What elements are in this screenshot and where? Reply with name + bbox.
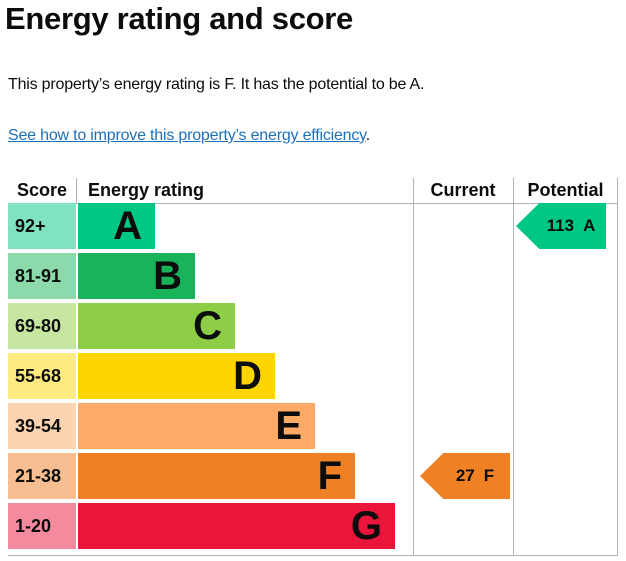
- current-rating-arrow: 27 F: [420, 453, 510, 499]
- potential-rating-arrow: 113 A: [516, 203, 606, 249]
- potential-band-letter: A: [583, 216, 596, 235]
- chart-bottom-border: [8, 555, 618, 556]
- score-range-cell: 21-38: [8, 453, 76, 499]
- improve-efficiency-link[interactable]: See how to improve this property’s energ…: [8, 127, 366, 144]
- current-column-header: Current: [430, 180, 496, 200]
- rating-band-bar: B: [78, 253, 195, 299]
- header-underline: [8, 203, 618, 204]
- rating-band-bar: G: [78, 503, 395, 549]
- rating-band-bar: E: [78, 403, 315, 449]
- rating-summary-text: This property’s energy rating is F. It h…: [8, 76, 425, 93]
- score-range-cell: 39-54: [8, 403, 76, 449]
- rating-band-bar: C: [78, 303, 235, 349]
- potential-score-value: 113: [546, 216, 575, 235]
- rating-band-rows: 92+ A 81-91 B 69-80 C 55-68 D 39-54 E 21…: [8, 203, 413, 553]
- energy-rating-chart: Score Energy rating Current Potential 92…: [8, 178, 618, 558]
- potential-column-divider: [513, 178, 514, 556]
- score-column-divider: [76, 178, 77, 203]
- band-letter: D: [233, 354, 262, 398]
- score-range-cell: 92+: [8, 203, 76, 249]
- band-letter: E: [275, 404, 302, 448]
- current-column-divider: [413, 178, 414, 556]
- rating-row-a: 92+ A: [8, 203, 413, 253]
- current-score-value: 27: [455, 466, 475, 485]
- chart-right-border: [617, 178, 618, 556]
- score-range-cell: 55-68: [8, 353, 76, 399]
- score-range-cell: 69-80: [8, 303, 76, 349]
- score-range-cell: 1-20: [8, 503, 76, 549]
- potential-column-header: Potential: [527, 180, 604, 200]
- link-suffix: .: [365, 127, 371, 144]
- rating-row-e: 39-54 E: [8, 403, 413, 453]
- rating-band-bar: D: [78, 353, 275, 399]
- score-column-header: Score: [16, 180, 68, 200]
- current-band-letter: F: [483, 466, 495, 485]
- rating-row-c: 69-80 C: [8, 303, 413, 353]
- rating-band-bar: A: [78, 203, 155, 249]
- rating-row-d: 55-68 D: [8, 353, 413, 403]
- band-letter: A: [113, 204, 142, 248]
- score-range-cell: 81-91: [8, 253, 76, 299]
- rating-row-f: 21-38 F: [8, 453, 413, 503]
- page-title: Energy rating and score: [5, 1, 353, 36]
- energy-rating-column-header: Energy rating: [88, 180, 205, 200]
- rating-row-g: 1-20 G: [8, 503, 413, 553]
- rating-band-bar: F: [78, 453, 355, 499]
- improve-efficiency-line: See how to improve this property’s energ…: [8, 127, 370, 145]
- band-letter: G: [350, 504, 382, 548]
- rating-row-b: 81-91 B: [8, 253, 413, 303]
- band-letter: F: [317, 454, 342, 498]
- band-letter: C: [193, 304, 222, 348]
- band-letter: B: [153, 254, 182, 298]
